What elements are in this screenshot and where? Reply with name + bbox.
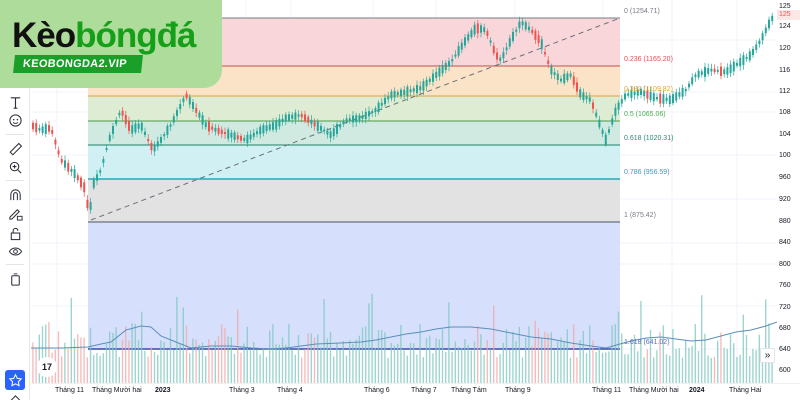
- time-tick: Tháng 9: [505, 387, 531, 394]
- price-tick: 100: [779, 152, 791, 159]
- toolbar-divider: [6, 264, 24, 265]
- logo-title: Kèobóngđá: [12, 16, 197, 55]
- scroll-to-realtime-button[interactable]: »: [760, 348, 775, 363]
- price-axis[interactable]: 125 125 124 120 116 112 108 104 100 960 …: [777, 0, 800, 383]
- price-tick: 960: [779, 174, 791, 181]
- price-tick: 680: [779, 325, 791, 332]
- price-tick: 112: [779, 88, 791, 95]
- price-tick: 720: [779, 304, 791, 311]
- price-tick: 640: [779, 346, 791, 353]
- price-tick: 125: [779, 3, 791, 10]
- price-tick: 108: [779, 109, 791, 116]
- time-tick: Tháng 4: [277, 387, 303, 394]
- logo-badge: KEOBONGDA2.VIP: [13, 55, 143, 73]
- zoom-in-icon[interactable]: [6, 158, 24, 176]
- price-tick: 120: [779, 45, 791, 52]
- ruler-icon[interactable]: [6, 140, 24, 158]
- price-tick: 104: [779, 131, 791, 138]
- fib-label-1618: 1.618 (641.02): [624, 339, 670, 346]
- time-tick: Tháng Mười hai: [92, 387, 142, 394]
- trash-icon[interactable]: [6, 270, 24, 288]
- price-tick: 116: [779, 67, 791, 74]
- time-tick: Tháng Mười hai: [629, 387, 679, 394]
- logo-title-dark: Kèo: [12, 16, 76, 55]
- site-logo[interactable]: Kèobóngđá KEOBONGDA2.VIP: [0, 0, 222, 88]
- time-tick: Tháng 6: [364, 387, 390, 394]
- current-price-label: 125: [777, 10, 800, 20]
- lock-drawings-icon[interactable]: [6, 204, 24, 222]
- time-tick: 2023: [155, 387, 171, 394]
- time-tick: Tháng 3: [229, 387, 255, 394]
- eye-icon[interactable]: [6, 242, 24, 260]
- magnet-icon[interactable]: [6, 185, 24, 203]
- fib-label-0382: 0.382 (1109.82): [624, 86, 673, 93]
- fib-label-0: 0 (1254.71): [624, 8, 660, 15]
- price-tick: 600: [779, 367, 791, 374]
- price-tick: 920: [779, 196, 791, 203]
- fib-label-0618: 0.618 (1020.31): [624, 135, 674, 142]
- toolbar-divider: [6, 180, 24, 181]
- fib-label-05: 0.5 (1065.06): [624, 111, 666, 118]
- time-tick: Tháng 11: [592, 387, 622, 394]
- fib-label-1: 1 (875.42): [624, 212, 656, 219]
- fib-label-0236: 0.236 (1165.20): [624, 56, 673, 63]
- price-tick: 760: [779, 282, 791, 289]
- time-axis[interactable]: Tháng 11 Tháng Mười hai 2023 Tháng 3 Thá…: [31, 383, 800, 400]
- fib-label-0786: 0.786 (956.59): [624, 169, 670, 176]
- price-tick: 880: [779, 218, 791, 225]
- time-tick: Tháng 11: [55, 387, 85, 394]
- tradingview-logo[interactable]: 17: [37, 357, 57, 377]
- time-tick: Tháng Hai: [729, 387, 762, 394]
- price-tick: 840: [779, 239, 791, 246]
- emoji-tool-icon[interactable]: [6, 111, 24, 129]
- toolbar-divider: [6, 134, 24, 135]
- time-tick: 2024: [689, 387, 705, 394]
- price-tick: 124: [779, 23, 791, 30]
- price-tick: 800: [779, 261, 791, 268]
- tag-icon[interactable]: [6, 392, 24, 400]
- text-tool-icon[interactable]: [6, 93, 24, 111]
- lock-icon[interactable]: [6, 224, 24, 242]
- logo-title-green: bóngđá: [75, 16, 196, 55]
- time-tick: Tháng 7: [411, 387, 437, 394]
- star-icon[interactable]: [5, 370, 25, 390]
- time-tick: Tháng Tám: [451, 387, 487, 394]
